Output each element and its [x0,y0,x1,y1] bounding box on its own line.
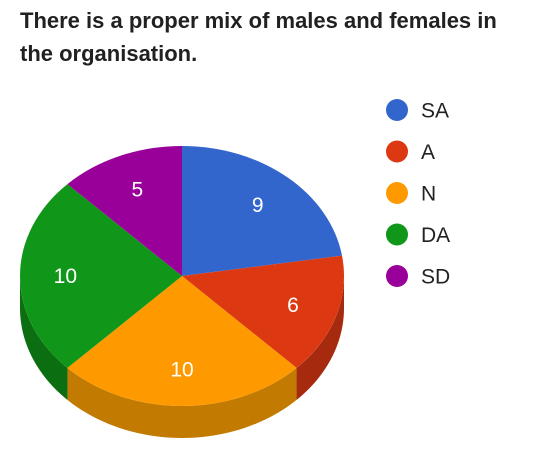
legend-swatch-a [386,140,408,163]
legend-label-sd: SD [421,266,450,289]
pie-slice-da [20,184,182,368]
slice-value-label-n: 10 [170,359,193,382]
pie-side-da [20,276,68,400]
legend-label-n: N [421,183,436,206]
legend-swatch-sd [386,265,408,287]
pie-slice-sa [182,145,343,276]
chart-title: There is a proper mix of males and femal… [20,8,497,66]
pie-slice-n [67,276,297,406]
legend-label-sa: SA [421,100,449,123]
pie-slice-a [182,255,345,368]
slice-value-label-sa: 9 [252,194,264,217]
slice-value-label-sd: 5 [132,179,144,202]
pie-side-a [296,276,344,400]
legend: SA AN DA SD [386,99,450,289]
legend-swatch-n [386,182,408,204]
pie-side-n [67,367,297,438]
pie-labels: 9 6 10 10 5 [54,179,299,382]
legend-label-a: A [421,141,435,164]
pie-depth [20,276,344,438]
legend-swatch-da [386,223,408,246]
slice-value-label-a: 6 [287,294,299,317]
legend-swatch-sa [386,99,408,121]
pie-slice-sd [67,146,182,276]
pie-top [20,145,345,406]
legend-label-da: DA [421,224,450,247]
slice-value-label-da: 10 [54,265,77,288]
